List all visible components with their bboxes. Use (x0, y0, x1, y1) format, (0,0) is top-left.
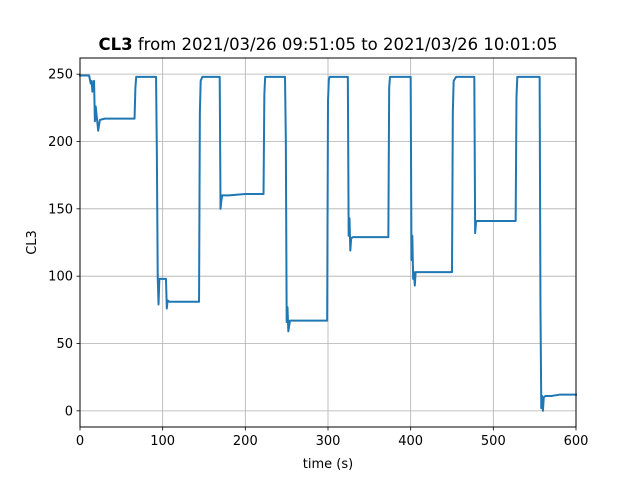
x-tick-label: 400 (398, 434, 423, 449)
chart-title-rest: from 2021/03/26 09:51:05 to 2021/03/26 1… (133, 35, 558, 54)
x-tick-label: 500 (481, 434, 506, 449)
chart-title: CL3 from 2021/03/26 09:51:05 to 2021/03/… (99, 35, 558, 54)
data-series (79, 74, 577, 412)
y-tick-label: 200 (48, 135, 73, 150)
y-tick-label: 50 (56, 337, 73, 352)
x-tick-label: 300 (316, 434, 341, 449)
y-tick-label: 0 (65, 404, 73, 419)
x-tick-label: 0 (76, 434, 84, 449)
x-axis-ticks: 0 100 200 300 400 500 600 (76, 427, 589, 449)
y-tick-label: 150 (48, 202, 73, 217)
x-tick-label: 200 (233, 434, 258, 449)
y-tick-label: 100 (48, 270, 73, 285)
series-line (79, 74, 577, 412)
chart-title-bold: CL3 (99, 35, 133, 54)
y-tick-label: 250 (48, 68, 73, 83)
y-axis-ticks: 0 50 100 150 200 250 (48, 68, 80, 419)
x-axis-label: time (s) (303, 457, 353, 472)
x-tick-label: 600 (564, 434, 589, 449)
y-axis-label: CL3 (25, 230, 40, 255)
x-tick-label: 100 (150, 434, 175, 449)
